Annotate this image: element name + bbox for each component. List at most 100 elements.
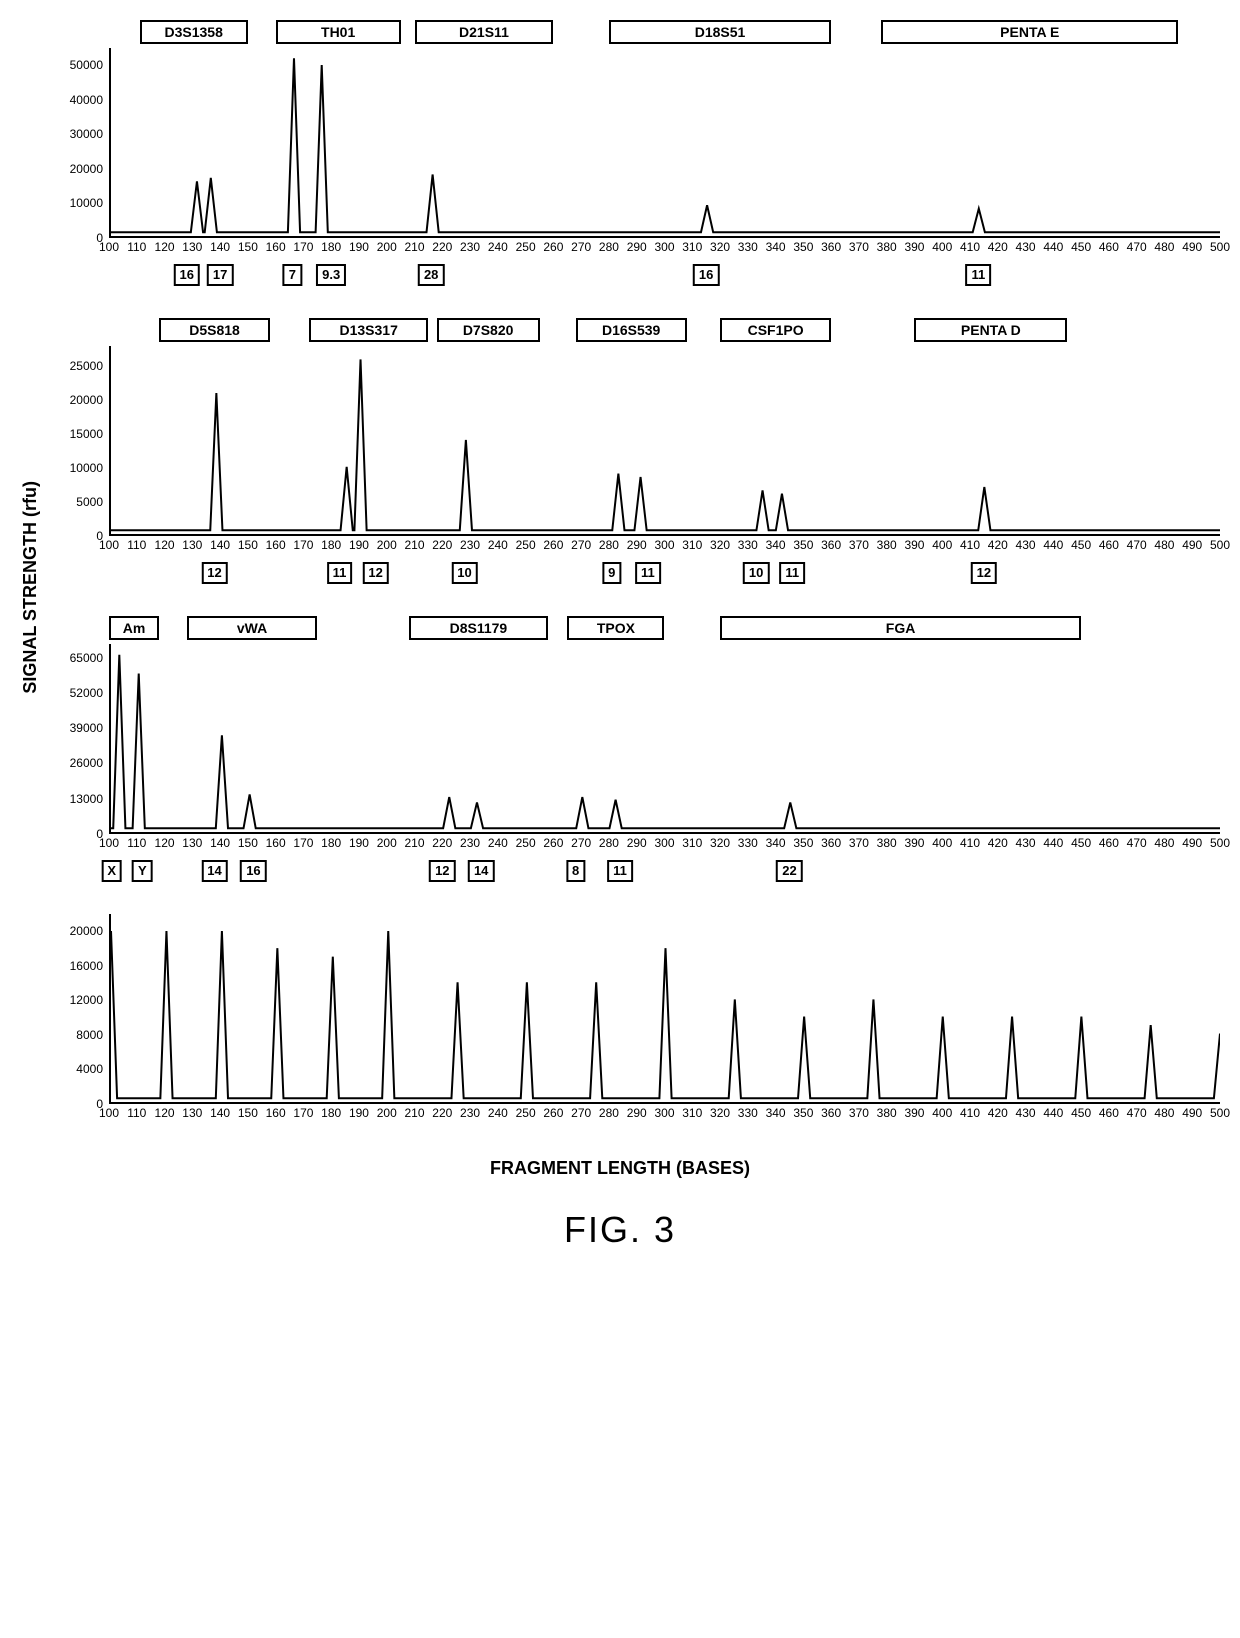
- x-tick-label: 190: [349, 240, 369, 254]
- plot-area: [109, 644, 1220, 834]
- x-tick-label: 170: [293, 538, 313, 552]
- x-tick-label: 350: [793, 240, 813, 254]
- x-tick-label: 210: [405, 1106, 425, 1120]
- x-tick-label: 350: [793, 538, 813, 552]
- x-axis: 1001101201301401501601701801902002102202…: [109, 536, 1220, 558]
- x-tick-label: 250: [516, 240, 536, 254]
- allele-row: XY1416121481122: [109, 860, 1220, 886]
- x-tick-label: 180: [321, 836, 341, 850]
- x-tick-label: 330: [738, 538, 758, 552]
- y-tick-label: 8000: [76, 1029, 103, 1041]
- x-tick-label: 230: [460, 538, 480, 552]
- x-tick-label: 340: [766, 538, 786, 552]
- x-tick-label: 340: [766, 240, 786, 254]
- x-tick-label: 130: [182, 1106, 202, 1120]
- x-tick-label: 200: [377, 240, 397, 254]
- y-tick-label: 20000: [70, 394, 103, 406]
- x-tick-label: 320: [710, 538, 730, 552]
- x-tick-label: 460: [1099, 538, 1119, 552]
- electropherogram-panel: D3S1358TH01D21S11D18S51PENTA E0100002000…: [49, 20, 1220, 290]
- x-tick-label: 390: [904, 836, 924, 850]
- allele-call: 12: [362, 562, 388, 584]
- x-tick-label: 400: [932, 1106, 952, 1120]
- x-tick-label: 170: [293, 836, 313, 850]
- y-tick-label: 16000: [70, 960, 103, 972]
- x-tick-label: 280: [599, 538, 619, 552]
- y-tick-label: 50000: [70, 59, 103, 71]
- electropherogram-panel: D5S818D13S317D7S820D16S539CSF1POPENTA D0…: [49, 318, 1220, 588]
- locus-label: D7S820: [437, 318, 540, 342]
- x-tick-label: 370: [849, 538, 869, 552]
- x-tick-label: 270: [571, 836, 591, 850]
- allele-call: 10: [451, 562, 477, 584]
- allele-call: 12: [201, 562, 227, 584]
- x-tick-label: 440: [1043, 538, 1063, 552]
- x-tick-label: 180: [321, 240, 341, 254]
- locus-label: vWA: [187, 616, 318, 640]
- x-tick-label: 470: [1127, 240, 1147, 254]
- x-tick-label: 100: [99, 1106, 119, 1120]
- x-tick-label: 450: [1071, 1106, 1091, 1120]
- x-tick-label: 330: [738, 240, 758, 254]
- x-tick-label: 480: [1154, 1106, 1174, 1120]
- locus-label: D8S1179: [409, 616, 548, 640]
- x-tick-label: 380: [877, 836, 897, 850]
- x-tick-label: 500: [1210, 538, 1230, 552]
- allele-row: 161779.3281611: [109, 264, 1220, 290]
- y-tick-label: 12000: [70, 994, 103, 1006]
- x-tick-label: 390: [904, 240, 924, 254]
- x-tick-label: 130: [182, 538, 202, 552]
- x-tick-label: 160: [266, 836, 286, 850]
- y-tick-label: 10000: [70, 197, 103, 209]
- x-tick-label: 430: [1016, 836, 1036, 850]
- x-tick-label: 450: [1071, 240, 1091, 254]
- x-tick-label: 360: [821, 538, 841, 552]
- x-tick-label: 470: [1127, 538, 1147, 552]
- locus-label: D21S11: [415, 20, 554, 44]
- y-tick-label: 39000: [70, 722, 103, 734]
- x-tick-label: 420: [988, 538, 1008, 552]
- y-tick-label: 26000: [70, 757, 103, 769]
- allele-call: 14: [201, 860, 227, 882]
- x-tick-label: 120: [155, 538, 175, 552]
- x-tick-label: 220: [432, 1106, 452, 1120]
- x-axis: 1001101201301401501601701801902002102202…: [109, 834, 1220, 856]
- x-tick-label: 140: [210, 836, 230, 850]
- y-tick-label: 40000: [70, 94, 103, 106]
- plot-area: [109, 914, 1220, 1104]
- x-tick-label: 160: [266, 538, 286, 552]
- x-tick-label: 300: [654, 538, 674, 552]
- x-tick-label: 270: [571, 240, 591, 254]
- x-tick-label: 270: [571, 538, 591, 552]
- y-tick-label: 13000: [70, 793, 103, 805]
- locus-row: D3S1358TH01D21S11D18S51PENTA E: [109, 20, 1220, 46]
- x-tick-label: 450: [1071, 538, 1091, 552]
- y-tick-label: 4000: [76, 1063, 103, 1075]
- allele-call: 12: [429, 860, 455, 882]
- x-tick-label: 100: [99, 240, 119, 254]
- locus-label: D5S818: [159, 318, 270, 342]
- x-tick-label: 110: [127, 836, 146, 850]
- locus-label: PENTA D: [914, 318, 1067, 342]
- x-tick-label: 460: [1099, 1106, 1119, 1120]
- x-tick-label: 210: [405, 240, 425, 254]
- allele-call: X: [101, 860, 122, 882]
- y-axis: 0500010000150002000025000: [49, 346, 109, 536]
- y-axis: 01300026000390005200065000: [49, 644, 109, 834]
- x-tick-label: 240: [488, 240, 508, 254]
- x-tick-label: 140: [210, 538, 230, 552]
- x-tick-label: 400: [932, 538, 952, 552]
- x-tick-label: 400: [932, 836, 952, 850]
- x-tick-label: 180: [321, 1106, 341, 1120]
- x-tick-label: 470: [1127, 1106, 1147, 1120]
- allele-call: 22: [776, 860, 802, 882]
- x-tick-label: 370: [849, 240, 869, 254]
- x-tick-label: 140: [210, 240, 230, 254]
- x-tick-label: 200: [377, 1106, 397, 1120]
- x-tick-label: 350: [793, 836, 813, 850]
- y-tick-label: 5000: [76, 496, 103, 508]
- locus-label: D13S317: [309, 318, 428, 342]
- x-tick-label: 310: [682, 538, 702, 552]
- x-tick-label: 260: [543, 240, 563, 254]
- x-tick-label: 230: [460, 1106, 480, 1120]
